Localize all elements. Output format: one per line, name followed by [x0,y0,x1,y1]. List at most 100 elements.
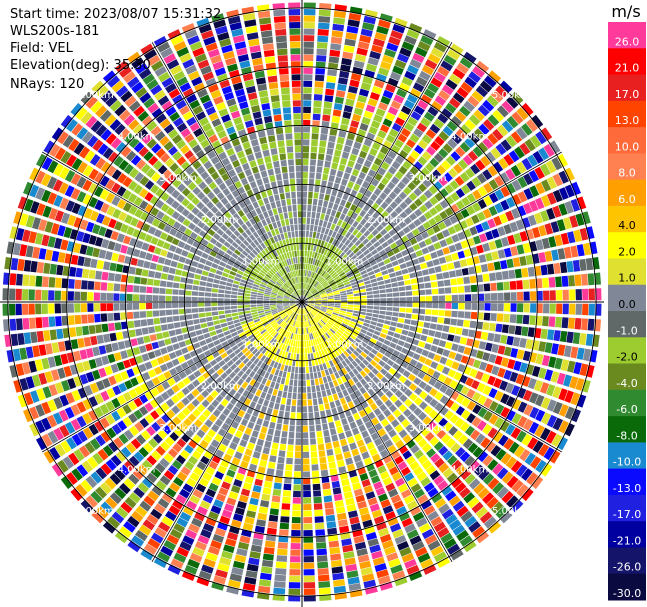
range-gate [187,35,200,46]
range-gate [340,292,347,296]
range-gate [228,216,236,224]
range-gate [370,278,377,283]
range-gate [290,339,294,347]
range-gate [281,503,291,510]
range-gate [288,332,292,339]
range-gate [317,437,324,445]
range-gate [99,175,110,187]
range-gate [453,163,463,174]
range-gate [178,296,185,302]
range-gate [83,385,93,396]
range-gate [385,511,396,521]
range-gate [397,541,410,551]
range-gate [139,176,150,186]
range-gate [437,113,449,124]
range-gate [281,397,287,405]
range-gate [195,149,206,159]
range-gate [309,172,315,179]
range-gate [326,292,333,296]
range-gate [511,208,521,219]
range-gate [343,491,353,499]
range-gate [293,284,297,291]
range-gate [106,165,117,177]
range-gate [384,439,394,448]
range-gate [173,322,181,329]
range-gate [233,392,241,400]
range-gate [186,237,195,246]
range-gate [285,238,290,246]
range-gate [313,503,323,510]
range-gate [146,278,154,286]
range-gate [166,316,173,323]
range-gate [284,232,289,239]
range-gate [239,253,246,260]
range-gate [377,167,387,176]
range-gate [331,366,337,373]
range-gate [371,453,381,462]
range-gate [305,307,310,313]
range-gate [433,242,442,250]
range-gate [19,244,28,257]
range-gate [19,213,29,226]
range-gate [223,453,233,462]
range-gate [216,192,225,201]
range-gate [329,337,335,344]
range-gate [218,108,229,117]
range-gate [380,533,392,543]
range-gate [50,223,60,235]
range-gate [287,325,292,332]
range-gate [188,155,198,165]
range-gate [177,214,186,224]
range-gate [315,522,325,530]
range-gate [440,60,453,72]
range-gate [257,335,263,341]
range-gate [173,275,181,282]
range-gate [500,139,512,152]
range-gate [92,139,104,152]
range-gate [105,133,117,145]
range-gate [70,188,81,200]
range-gate [240,418,249,427]
range-gate [304,347,308,354]
range-gate [335,232,341,240]
range-gate [124,496,137,509]
range-gate [349,203,357,212]
range-gate [244,307,251,311]
range-gate [303,490,311,498]
range-gate [290,536,301,543]
range-gate [295,314,298,321]
range-gate [162,265,170,273]
range-gate [417,156,428,166]
range-gate [278,291,285,295]
range-gate [271,442,279,450]
range-gate [225,57,237,66]
range-gate [326,243,331,250]
range-gate [238,288,245,293]
range-gate [262,385,269,393]
range-gate [236,548,248,557]
range-gate [332,263,339,270]
range-gate [148,438,159,449]
range-gate [184,339,193,346]
range-gate [548,236,557,248]
range-gate [180,321,187,327]
range-gate [429,123,441,134]
range-gate [306,340,309,347]
range-gate [343,551,355,559]
range-gate [296,334,299,341]
range-gate [361,273,369,279]
range-gate [313,372,318,379]
range-gate [93,406,104,418]
range-gate [202,494,214,504]
range-gate [258,579,271,587]
range-gate [87,314,95,324]
range-gate [315,535,326,543]
range-gate [297,340,300,348]
range-gate [196,165,206,175]
range-gate [120,223,129,234]
range-gate [341,360,348,367]
range-gate [209,330,217,337]
range-gate [138,250,147,259]
range-gate [425,465,437,475]
range-gate [189,99,201,110]
